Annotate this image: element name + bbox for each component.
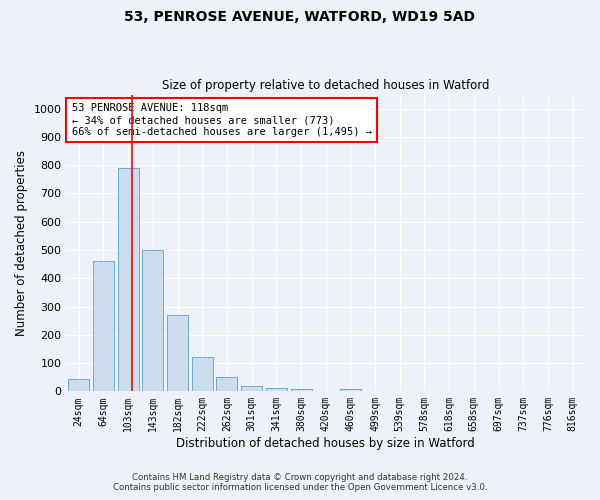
Bar [241, 386, 262, 392]
Bar [340, 388, 361, 392]
Bar [266, 388, 287, 392]
Bar [217, 377, 238, 392]
X-axis label: Distribution of detached houses by size in Watford: Distribution of detached houses by size … [176, 437, 475, 450]
Text: 53, PENROSE AVENUE, WATFORD, WD19 5AD: 53, PENROSE AVENUE, WATFORD, WD19 5AD [125, 10, 476, 24]
Bar [290, 388, 311, 392]
Bar [93, 262, 114, 392]
Bar [192, 358, 213, 392]
Text: Contains HM Land Registry data © Crown copyright and database right 2024.
Contai: Contains HM Land Registry data © Crown c… [113, 473, 487, 492]
Bar [142, 250, 163, 392]
Text: 53 PENROSE AVENUE: 118sqm
← 34% of detached houses are smaller (773)
66% of semi: 53 PENROSE AVENUE: 118sqm ← 34% of detac… [71, 104, 371, 136]
Bar [68, 378, 89, 392]
Bar [118, 168, 139, 392]
Y-axis label: Number of detached properties: Number of detached properties [15, 150, 28, 336]
Title: Size of property relative to detached houses in Watford: Size of property relative to detached ho… [162, 79, 490, 92]
Bar [167, 315, 188, 392]
